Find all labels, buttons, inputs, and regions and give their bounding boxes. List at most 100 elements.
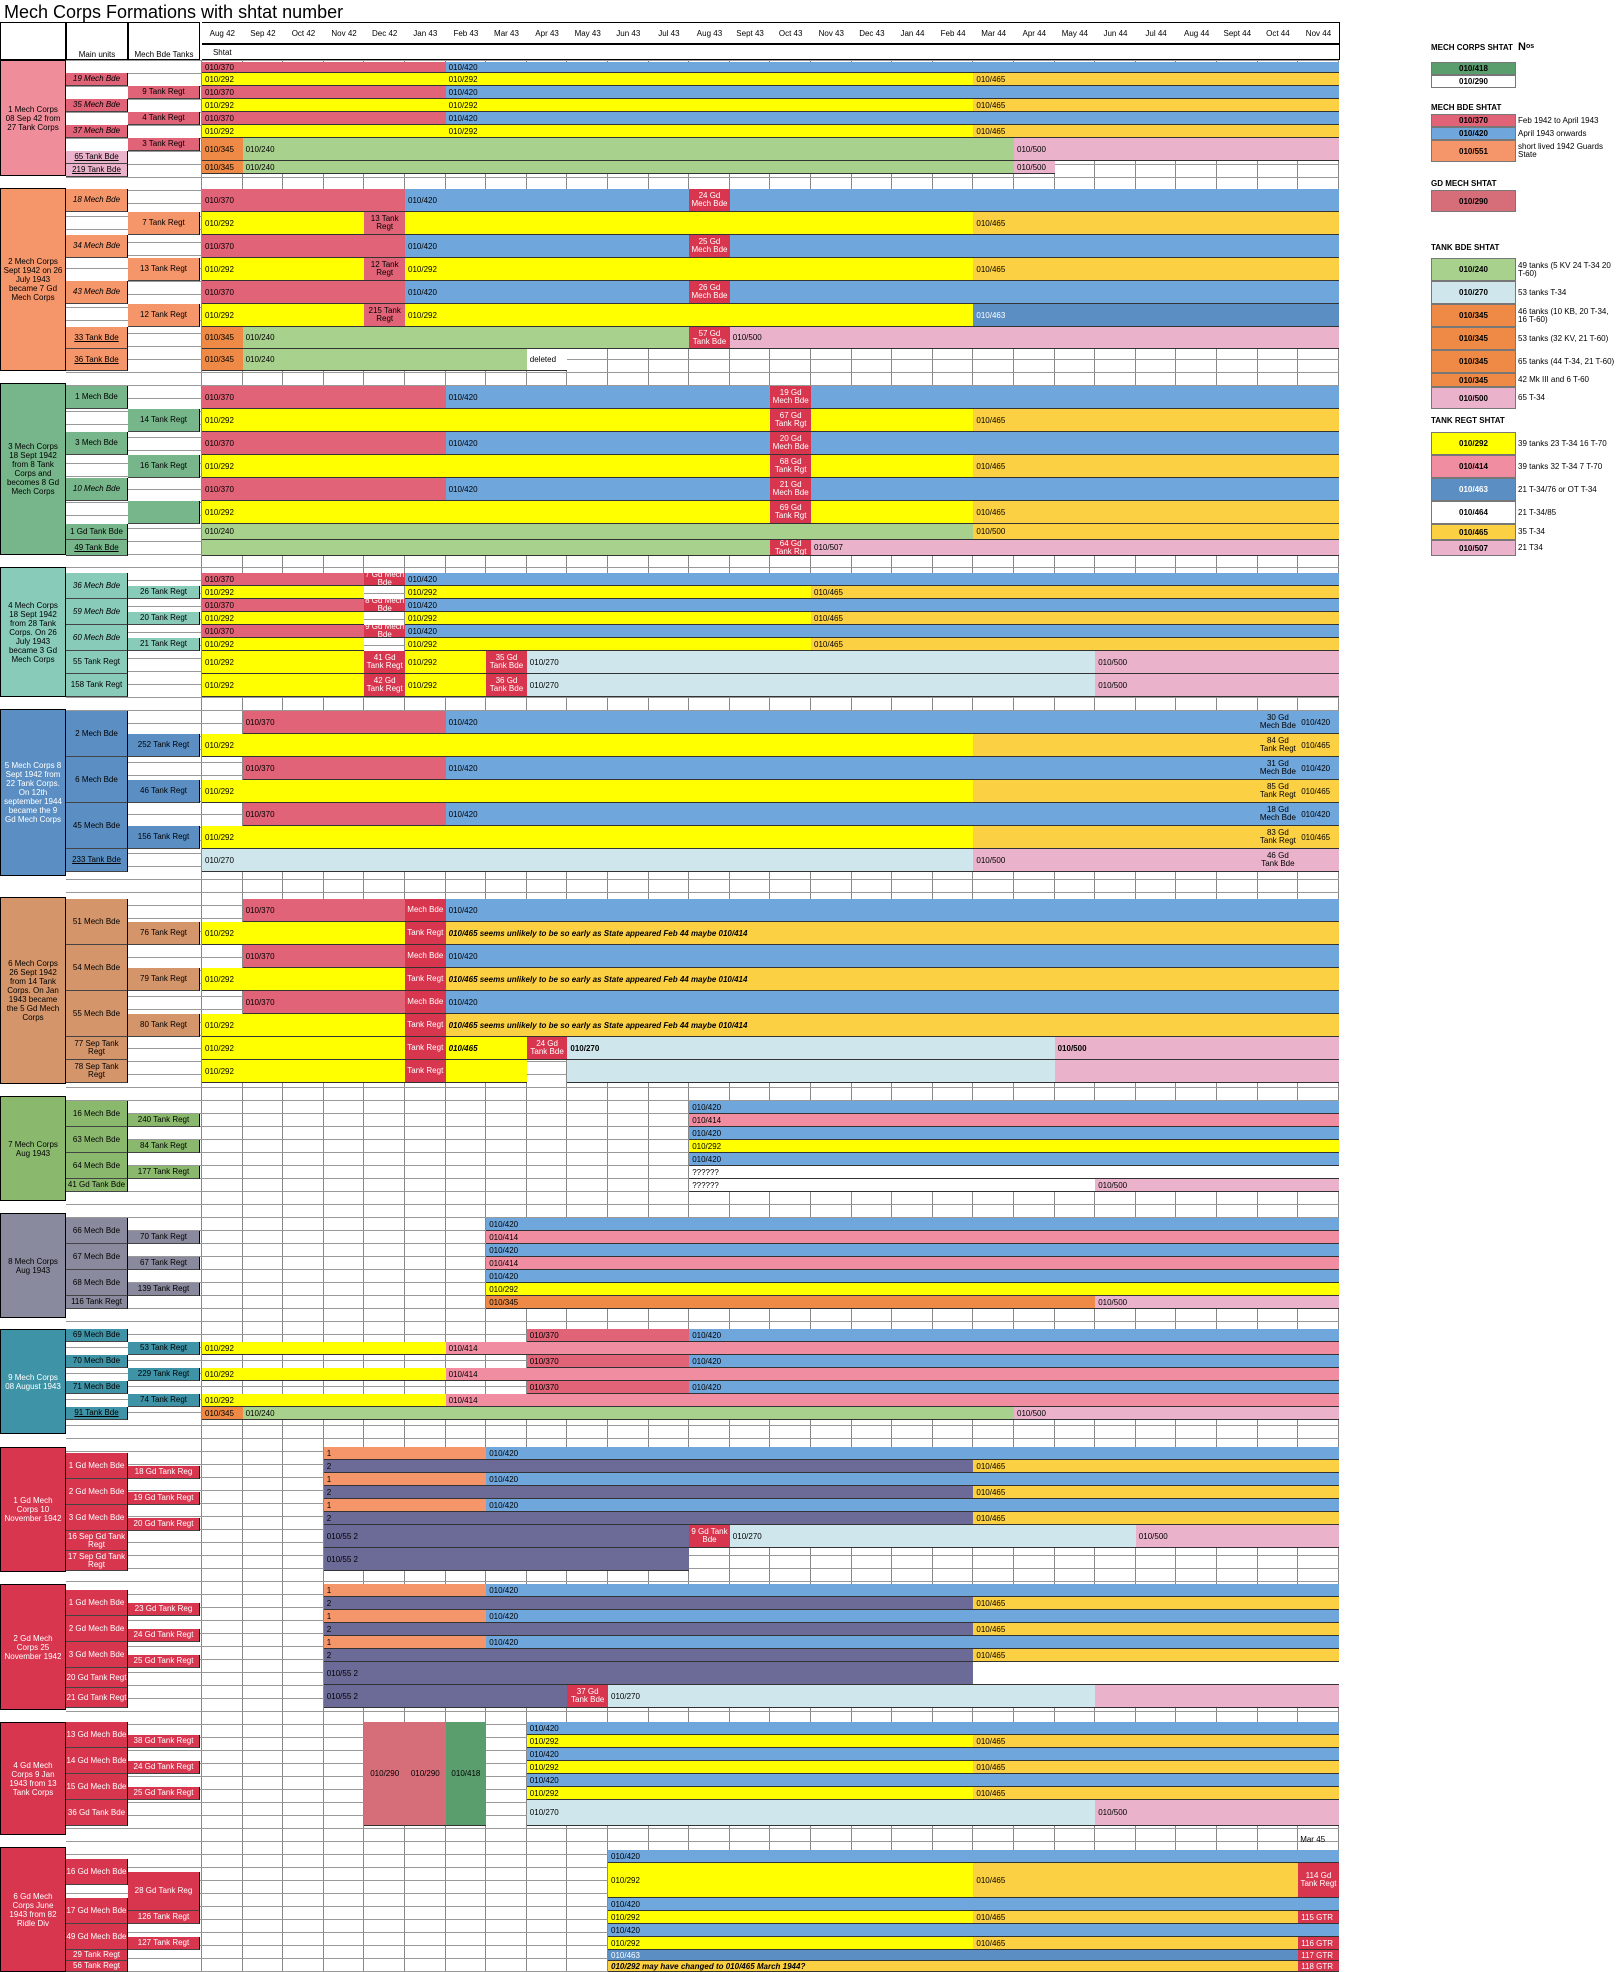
tank-unit-cell[interactable]: 156 Tank Regt <box>128 826 200 849</box>
shtat-period-bar[interactable]: 010/420 <box>1298 711 1339 734</box>
main-unit-cell[interactable]: 219 Tank Bde <box>66 164 128 177</box>
shtat-period-bar[interactable] <box>973 734 1258 757</box>
shtat-period-bar[interactable]: 010/500 <box>1135 1525 1339 1548</box>
main-unit-cell[interactable]: 17 Sep Gd Tank Regt <box>66 1551 128 1571</box>
shtat-period-bar[interactable]: 010/370 <box>202 432 446 455</box>
shtat-period-bar[interactable]: 010/420 <box>1298 757 1339 780</box>
shtat-period-bar[interactable]: 010/465 <box>1298 734 1339 757</box>
tank-unit-cell[interactable]: 229 Tank Regt <box>128 1368 200 1381</box>
shtat-period-bar[interactable]: 010/55 2 <box>323 1662 974 1685</box>
main-unit-cell[interactable]: 1 Mech Bde <box>66 386 128 409</box>
shtat-period-bar[interactable]: 2 <box>323 1623 487 1636</box>
shtat-period-bar[interactable]: 010/370 <box>202 599 365 612</box>
tank-unit-cell[interactable]: 53 Tank Regt <box>128 1342 200 1355</box>
shtat-period-bar[interactable]: 010/500 <box>1095 1296 1339 1309</box>
shtat-period-bar[interactable]: 010/465 <box>973 73 1339 86</box>
shtat-period-bar[interactable]: 010/465 <box>811 638 1339 651</box>
tank-unit-cell[interactable]: 20 Tank Regt <box>128 612 200 625</box>
shtat-period-bar[interactable]: 010/292 <box>202 409 771 432</box>
main-unit-cell[interactable]: 1 Gd Tank Bde <box>66 524 128 540</box>
tank-unit-cell[interactable]: 25 Gd Tank Regt <box>128 1787 200 1800</box>
shtat-period-bar[interactable]: 010/292 <box>202 501 771 524</box>
shtat-period-bar[interactable]: 010/370 <box>202 86 446 99</box>
main-unit-cell[interactable]: 2 Gd Mech Bde <box>66 1616 128 1642</box>
main-unit-cell[interactable]: 67 Mech Bde <box>66 1244 128 1270</box>
main-unit-cell[interactable]: 36 Tank Bde <box>66 349 128 371</box>
tank-unit-cell[interactable]: 4 Tank Regt <box>128 112 200 125</box>
shtat-period-bar[interactable] <box>486 1597 974 1610</box>
shtat-period-bar[interactable]: 010/420 <box>526 1722 1339 1735</box>
tank-unit-cell[interactable]: 74 Tank Regt <box>128 1394 200 1407</box>
main-unit-cell[interactable]: 43 Mech Bde <box>66 281 128 304</box>
shtat-period-bar[interactable]: 010/370 <box>242 711 446 734</box>
shtat-period-bar[interactable]: 010/240 <box>242 138 1014 161</box>
shtat-period-bar[interactable]: 010/292 <box>486 1283 1339 1296</box>
shtat-period-bar[interactable]: 010/270 <box>729 1525 1136 1548</box>
shtat-period-bar[interactable]: 010/465 <box>973 501 1339 524</box>
tank-unit-cell[interactable]: 67 Tank Regt <box>128 1257 200 1270</box>
main-unit-cell[interactable]: 49 Gd Mech Bde <box>66 1924 128 1950</box>
shtat-period-bar[interactable]: 010/420 <box>445 757 1258 780</box>
shtat-period-bar[interactable]: 1 <box>323 1499 487 1512</box>
shtat-period-bar[interactable]: 010/292 <box>608 1937 974 1950</box>
shtat-period-bar[interactable]: 010/292 <box>202 780 974 803</box>
shtat-period-bar[interactable]: 010/420 <box>689 1127 1339 1140</box>
shtat-period-bar[interactable]: 24 Gd Tank Bde <box>526 1037 568 1060</box>
shtat-period-bar[interactable]: Tank Regt <box>405 1014 446 1037</box>
shtat-period-bar[interactable]: 010/420 <box>445 899 1339 922</box>
shtat-period-bar[interactable]: 010/414 <box>486 1231 1339 1244</box>
shtat-period-bar[interactable]: 010/292 <box>608 1863 974 1898</box>
main-unit-cell[interactable]: 13 Gd Mech Bde <box>66 1722 128 1748</box>
shtat-period-bar[interactable]: 010/292 <box>405 258 446 281</box>
shtat-period-bar[interactable]: 010/500 <box>1014 138 1339 161</box>
shtat-period-bar[interactable] <box>1054 1060 1339 1083</box>
shtat-period-bar[interactable]: 010/290 <box>364 1722 405 1826</box>
shtat-period-bar[interactable]: 010/370 <box>202 573 365 586</box>
tank-unit-cell[interactable]: 3 Tank Regt <box>128 138 200 151</box>
tank-unit-cell[interactable]: 19 Gd Tank Regt <box>128 1492 200 1505</box>
shtat-period-bar[interactable] <box>973 1473 1339 1486</box>
tank-unit-cell[interactable]: 9 Tank Regt <box>128 86 200 99</box>
shtat-period-bar[interactable]: 010/292 <box>202 1368 446 1381</box>
shtat-period-bar[interactable]: 010/292 <box>202 258 974 281</box>
shtat-period-bar[interactable]: 2 <box>323 1486 487 1499</box>
shtat-period-bar[interactable]: 010/420 <box>689 1153 1339 1166</box>
main-unit-cell[interactable]: 3 Gd Mech Bde <box>66 1642 128 1668</box>
tank-unit-cell[interactable]: 21 Tank Regt <box>128 638 200 651</box>
shtat-period-bar[interactable]: 010/345 <box>202 327 243 349</box>
main-unit-cell[interactable]: 16 Mech Bde <box>66 1101 128 1127</box>
shtat-period-bar[interactable]: 010/465 <box>973 1937 1299 1950</box>
shtat-period-bar[interactable]: 010/270 <box>567 1037 1055 1060</box>
shtat-period-bar[interactable]: 010/420 <box>689 1381 1339 1394</box>
shtat-period-bar[interactable]: Mech Bde <box>405 899 446 922</box>
shtat-period-bar[interactable]: 010/420 <box>405 281 690 304</box>
shtat-period-bar[interactable]: 010/292 <box>202 968 405 991</box>
shtat-period-bar[interactable]: 010/240 <box>242 161 1014 174</box>
shtat-period-bar[interactable]: 010/465 seems unlikely to be so early as… <box>445 922 1339 945</box>
shtat-period-bar[interactable]: 41 Gd Tank Regt <box>364 651 405 674</box>
shtat-period-bar[interactable]: 2 <box>323 1512 487 1525</box>
shtat-period-bar[interactable]: 010/292 <box>526 1735 974 1748</box>
main-unit-cell[interactable]: 49 Tank Bde <box>66 540 128 556</box>
shtat-period-bar[interactable]: 37 Gd Tank Bde <box>567 1685 608 1708</box>
shtat-period-bar[interactable]: 85 Gd Tank Regt <box>1257 780 1299 803</box>
shtat-period-bar[interactable]: 010/465 <box>973 1486 1339 1499</box>
main-unit-cell[interactable]: 70 Mech Bde <box>66 1355 128 1368</box>
shtat-period-bar[interactable]: 010/500 <box>1095 651 1339 674</box>
tank-unit-cell[interactable]: 7 Tank Regt <box>128 212 200 235</box>
shtat-period-bar[interactable]: 010/292 <box>202 674 365 697</box>
shtat-period-bar[interactable]: 010/420 <box>486 1499 974 1512</box>
shtat-period-bar[interactable]: 010/420 <box>445 112 1339 125</box>
tank-unit-cell[interactable]: 177 Tank Regt <box>128 1166 200 1179</box>
shtat-period-bar[interactable]: 010/414 <box>486 1257 1339 1270</box>
main-unit-cell[interactable]: 15 Gd Mech Bde <box>66 1774 128 1800</box>
shtat-period-bar[interactable]: 010/465 <box>973 1512 1339 1525</box>
main-unit-cell[interactable]: 19 Mech Bde <box>66 73 128 86</box>
shtat-period-bar[interactable]: 8 Gd Mech Bde <box>364 599 405 612</box>
shtat-period-bar[interactable]: 010/292 <box>445 73 974 86</box>
shtat-period-bar[interactable] <box>526 1368 1339 1381</box>
shtat-period-bar[interactable] <box>811 478 1339 501</box>
shtat-period-bar[interactable]: 010/465 <box>973 1460 1339 1473</box>
shtat-period-bar[interactable]: 010/292 <box>202 612 365 625</box>
shtat-period-bar[interactable]: 010/292 <box>202 1394 446 1407</box>
